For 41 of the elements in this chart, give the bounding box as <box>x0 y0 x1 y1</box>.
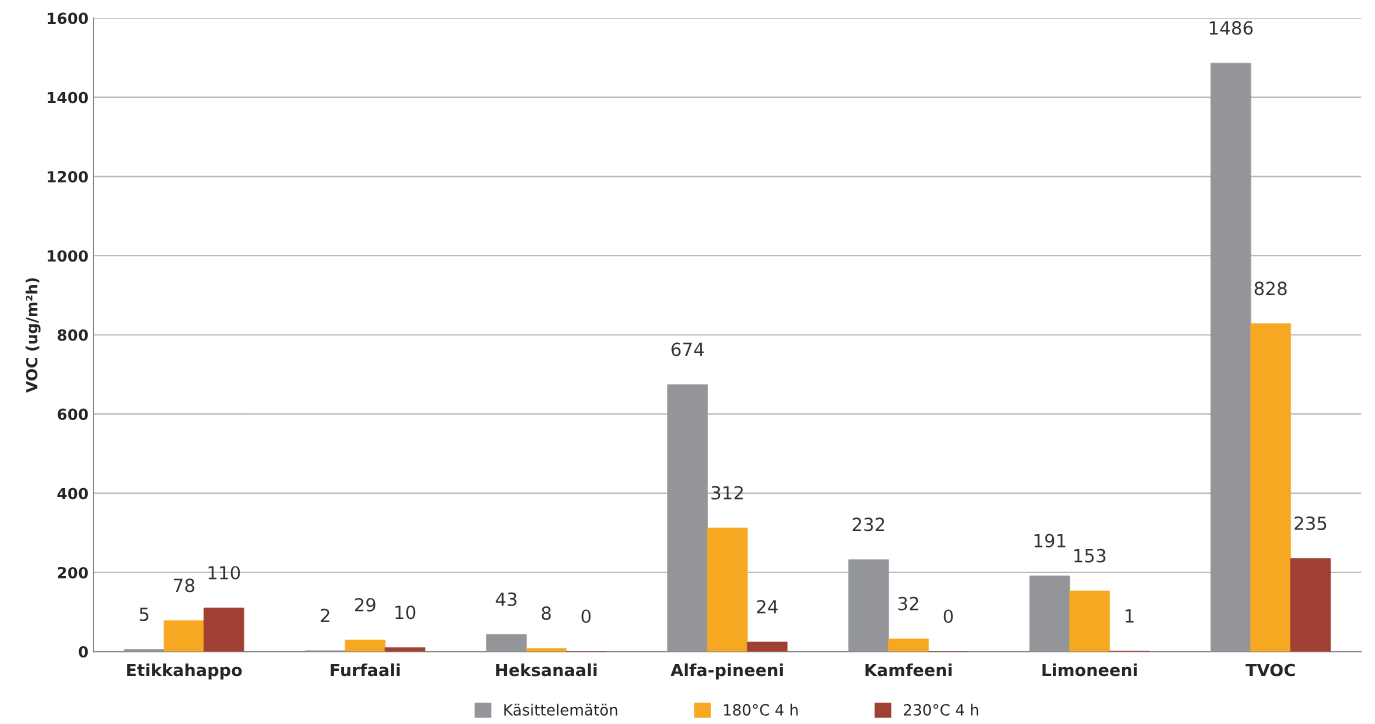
legend-label: 230°C 4 h <box>903 703 979 716</box>
data-label: 24 <box>757 599 778 614</box>
x-tick-label: Alfa-pineeni <box>670 663 783 680</box>
data-label: 674 <box>671 342 704 357</box>
data-label: 191 <box>1034 533 1066 548</box>
data-label: 78 <box>174 578 195 593</box>
legend-label: 180°C 4 h <box>724 703 798 716</box>
legend-label: Käsittelemätön <box>504 703 618 716</box>
data-label: 43 <box>495 592 517 607</box>
y-tick-label: 0 <box>78 646 88 658</box>
data-label: 29 <box>355 597 376 612</box>
y-tick-label: 800 <box>57 329 88 341</box>
data-label: 110 <box>208 565 240 580</box>
x-tick-label: Kamfeeni <box>865 663 952 677</box>
data-label: 235 <box>1294 516 1327 531</box>
y-tick-label: 400 <box>57 487 88 500</box>
data-label: 8 <box>541 606 551 620</box>
data-label: 828 <box>1254 281 1287 296</box>
data-label: 10 <box>395 605 416 620</box>
y-tick-label: 600 <box>57 408 88 421</box>
data-label: 1 <box>1125 609 1134 623</box>
data-label: 1486 <box>1209 21 1253 35</box>
x-tick-label: Furfaali <box>330 663 400 677</box>
data-label: 312 <box>711 485 743 500</box>
x-tick-label: Etikkahappo <box>127 663 242 680</box>
y-tick-label: 1400 <box>47 91 88 104</box>
y-tick-label: 1000 <box>47 250 88 262</box>
data-label: 232 <box>852 517 885 532</box>
y-axis-title: VOC (ug/m²h) <box>25 278 41 393</box>
y-tick-label: 1200 <box>47 170 88 183</box>
data-label: 153 <box>1074 548 1106 563</box>
x-tick-label: Limoneeni <box>1042 663 1137 677</box>
y-tick-label: 200 <box>57 566 88 579</box>
x-tick-label: Heksanaali <box>496 663 597 677</box>
data-label: 32 <box>898 596 919 611</box>
x-tick-label: TVOC <box>1245 663 1295 677</box>
data-label: 0 <box>943 609 953 624</box>
y-tick-label: 1600 <box>47 12 88 25</box>
data-label: 5 <box>139 607 149 622</box>
data-label: 0 <box>581 609 591 624</box>
data-label: 2 <box>320 608 330 623</box>
